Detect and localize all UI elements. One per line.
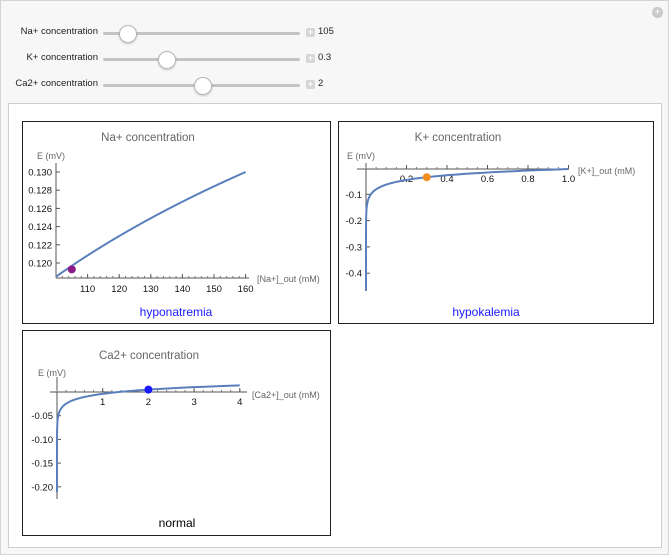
y-tick-label: 0.120	[28, 259, 52, 270]
chart-title: Ca2+ concentration	[99, 350, 199, 362]
y-tick-label: 0.128	[28, 186, 52, 197]
x-tick-label: 1	[100, 397, 105, 408]
options-plus-circle-icon[interactable]: +	[652, 7, 663, 18]
y-tick-label: 0.124	[28, 222, 52, 233]
k-slider-thumb[interactable]	[158, 51, 177, 69]
k-slider[interactable]	[103, 58, 300, 61]
y-tick-label: 0.122	[28, 240, 52, 251]
ca-chart-panel: Ca2+ concentration E (mV) [Ca2+]_out (mM) 1…	[22, 330, 331, 536]
k-value: 0.3	[318, 52, 332, 63]
na-chart: Na+ concentration E (mV) [Na+]_out (mM) 110…	[28, 132, 320, 319]
y-tick-label: -0.05	[31, 411, 53, 422]
y-axis-label: E (mV)	[38, 368, 66, 378]
potential-curve	[55, 171, 247, 278]
x-tick-label: 2	[146, 397, 151, 408]
current-value-point	[144, 385, 153, 394]
x-tick-label: 0.8	[521, 174, 534, 185]
current-value-point	[67, 265, 76, 274]
ca-value: 2	[318, 78, 324, 89]
y-tick-label: -0.3	[346, 242, 362, 253]
na-chart-panel: Na+ concentration E (mV) [Na+]_out (mM) 110…	[22, 121, 331, 324]
x-tick-label: 4	[237, 397, 242, 408]
y-tick-label: -0.15	[31, 459, 53, 470]
y-tick-label: -0.2	[346, 216, 362, 227]
na-slider-label: Na+ concentration	[20, 26, 98, 37]
y-tick-label: -0.20	[31, 482, 53, 493]
x-tick-label: 3	[191, 397, 196, 408]
plus-icon[interactable]: +	[306, 79, 315, 89]
na-slider-thumb[interactable]	[118, 25, 137, 43]
na-value: 105	[318, 26, 334, 37]
x-tick-label: 150	[206, 284, 222, 295]
x-axis-label: [Ca2+]_out (mM)	[252, 390, 320, 400]
status-label: normal	[159, 516, 196, 530]
plus-icon[interactable]: +	[306, 53, 315, 63]
ca-slider-thumb[interactable]	[193, 77, 212, 95]
x-tick-label: 120	[111, 284, 127, 295]
x-tick-label: 140	[174, 284, 190, 295]
y-tick-label: -0.1	[346, 190, 362, 201]
na-control: Na+ concentration + 105	[0, 23, 340, 43]
na-slider[interactable]	[103, 32, 300, 35]
status-label: hypokalemia	[452, 305, 520, 319]
x-tick-label: 110	[80, 284, 95, 295]
x-axis-label: [Na+]_out (mM)	[257, 274, 320, 284]
status-label: hyponatremia	[140, 305, 213, 319]
current-value-point	[422, 173, 431, 182]
y-tick-label: 0.126	[28, 204, 52, 215]
y-tick-label: -0.4	[346, 269, 362, 280]
x-tick-label: 0.6	[481, 174, 494, 185]
chart-title: K+ concentration	[415, 132, 502, 144]
k-chart-panel: K+ concentration E (mV) [K+]_out (mM) 0.2 0.…	[338, 121, 654, 324]
y-axis-label: E (mV)	[347, 151, 375, 161]
ca-control: Ca2+ concentration + 2	[0, 75, 340, 95]
x-tick-label: 160	[238, 284, 254, 295]
x-tick-label: 1.0	[562, 174, 575, 185]
y-tick-label: 0.130	[28, 168, 52, 179]
k-slider-label: K+ concentration	[26, 52, 98, 63]
y-tick-label: -0.10	[31, 435, 53, 446]
x-axis-label: [K+]_out (mM)	[578, 166, 635, 176]
potential-curve	[365, 168, 569, 291]
y-axis-label: E (mV)	[37, 151, 65, 161]
x-tick-label: 0.4	[440, 174, 453, 185]
ca-slider-label: Ca2+ concentration	[15, 78, 98, 89]
x-tick-label: 130	[143, 284, 159, 295]
ca-chart: Ca2+ concentration E (mV) [Ca2+]_out (mM) 1…	[31, 350, 320, 530]
plus-icon[interactable]: +	[306, 27, 315, 37]
potential-curve	[56, 384, 240, 493]
k-control: K+ concentration + 0.3	[0, 49, 340, 69]
chart-title: Na+ concentration	[101, 132, 195, 144]
